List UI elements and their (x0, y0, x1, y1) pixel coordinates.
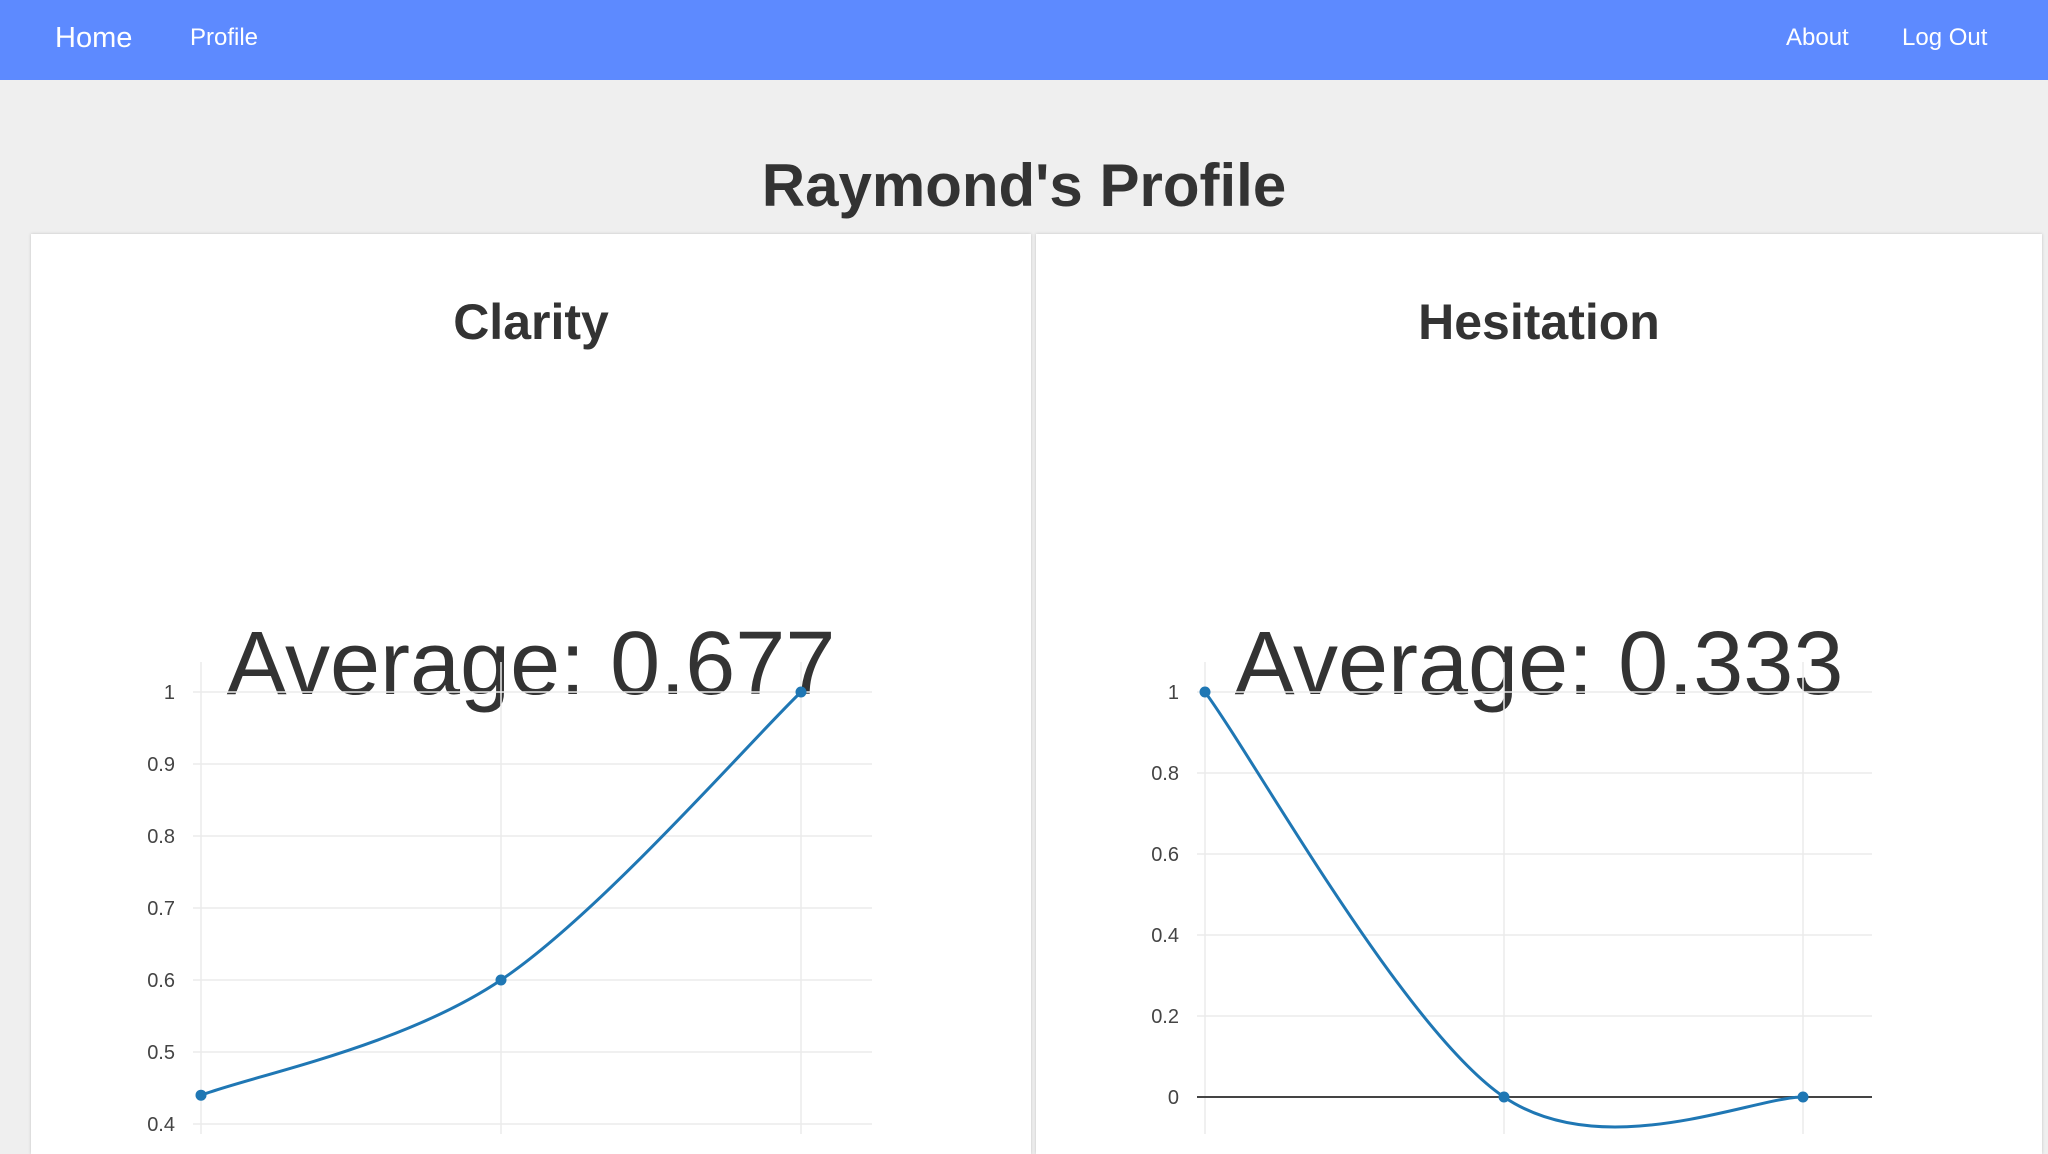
hesitation-ytick-label: 0.8 (1151, 763, 1179, 785)
nav-profile-link[interactable]: Profile (190, 24, 259, 51)
hesitation-ytick-label: 0 (1168, 1087, 1179, 1109)
clarity-ytick-label: 0.8 (147, 826, 175, 848)
hesitation-point-2 (1797, 1091, 1809, 1103)
hesitation-point-0 (1199, 686, 1211, 698)
hesitation-ytick-label: 0.2 (1151, 1006, 1179, 1028)
clarity-ytick-label: 0.5 (147, 1042, 175, 1064)
clarity-card: Clarity Average: 0.677 0.4 0.5 0.6 0.7 0.8 0.… (31, 234, 1031, 1154)
clarity-ytick-label: 1 (164, 682, 175, 704)
clarity-point-0 (195, 1089, 207, 1101)
hesitation-card: Hesitation Average: 0.333 0 0.2 0.4 0.6 0.8 1 (1036, 234, 2042, 1154)
clarity-ytick-label: 0.4 (147, 1114, 175, 1136)
nav-about-link[interactable]: About (1786, 24, 1849, 51)
hesitation-chart: 0 0.2 0.4 0.6 0.8 1 (1151, 662, 1872, 1134)
hesitation-series-line (1203, 691, 1804, 1129)
hesitation-ytick-label: 1 (1168, 682, 1179, 704)
hesitation-ytick-label: 0.6 (1151, 844, 1179, 866)
hesitation-ytick-label: 0.4 (1151, 925, 1179, 947)
clarity-average: Average: 0.677 (226, 614, 836, 714)
clarity-ytick-label: 0.9 (147, 754, 175, 776)
nav-home-link[interactable]: Home (55, 22, 133, 54)
clarity-ytick-label: 0.6 (147, 970, 175, 992)
clarity-point-1 (495, 974, 507, 986)
clarity-title: Clarity (453, 294, 609, 350)
navbar: Home Profile About Log Out (0, 0, 2048, 80)
clarity-chart: 0.4 0.5 0.6 0.7 0.8 0.9 1 (147, 662, 872, 1136)
hesitation-point-1 (1498, 1091, 1510, 1103)
page-title: Raymond's Profile (761, 152, 1287, 219)
hesitation-average: Average: 0.333 (1234, 614, 1844, 714)
clarity-point-2 (795, 686, 807, 698)
hesitation-title: Hesitation (1418, 294, 1660, 350)
nav-logout-link[interactable]: Log Out (1902, 24, 1988, 51)
clarity-ytick-label: 0.7 (147, 898, 175, 920)
